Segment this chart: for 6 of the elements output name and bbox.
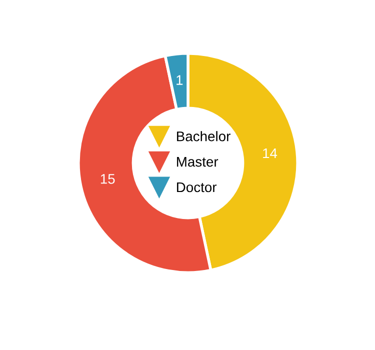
data-label: 15 — [100, 174, 115, 184]
legend-label: Doctor — [177, 182, 217, 192]
legend-label: Bachelor — [177, 131, 230, 142]
data-label: 14 — [263, 148, 278, 158]
legend-label: Master — [177, 157, 218, 167]
data-label: 1 — [176, 75, 183, 85]
